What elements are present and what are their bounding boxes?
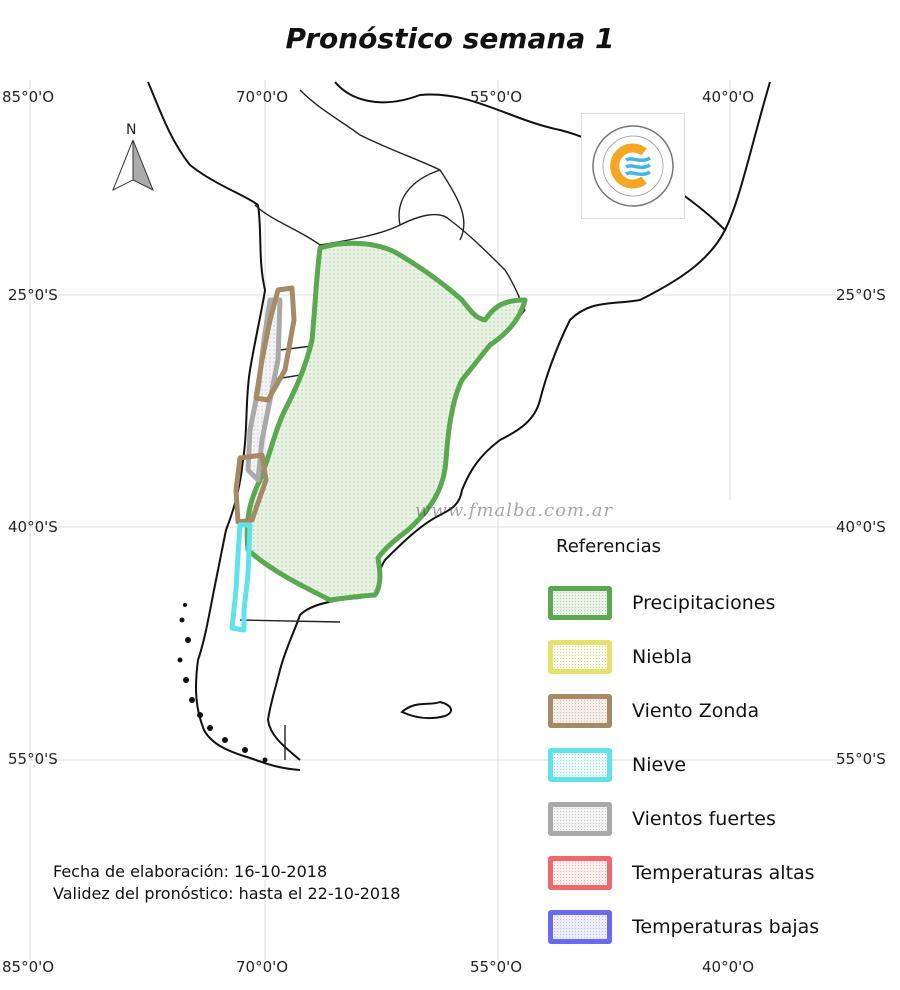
- chilean-archipelago: [177, 603, 268, 763]
- legend-label: Temperaturas bajas: [632, 916, 820, 938]
- coord-right-40: 40°0'S: [836, 518, 886, 536]
- legend-item-precipitaciones: Precipitaciones: [548, 584, 878, 624]
- legend-item-nieve: Nieve: [548, 746, 878, 786]
- precipitation-area: [244, 240, 528, 603]
- validez-pronostico: Validez del pronóstico: hasta el 22-10-2…: [53, 884, 401, 903]
- watermark: www.fmalba.com.ar: [415, 500, 614, 521]
- legend-item-viento-zonda: Viento Zonda: [548, 692, 878, 732]
- legend-item-vientos-fuertes: Vientos fuertes: [548, 800, 878, 840]
- legend-label: Vientos fuertes: [632, 808, 776, 830]
- legend-swatch: [548, 910, 612, 944]
- coord-top-85: 85°0'O: [2, 88, 55, 106]
- legend-swatch: [548, 748, 612, 782]
- coord-bottom-85: 85°0'O: [2, 958, 55, 976]
- legend-label: Precipitaciones: [632, 592, 776, 614]
- map-title: Pronóstico semana 1: [285, 22, 615, 55]
- legend-label: Niebla: [632, 646, 693, 668]
- north-arrow: [112, 139, 154, 192]
- coord-top-55: 55°0'O: [470, 88, 523, 106]
- coord-left-40: 40°0'S: [8, 518, 58, 536]
- malvinas: [400, 700, 452, 720]
- legend-item-niebla: Niebla: [548, 638, 878, 678]
- north-label: N: [126, 122, 137, 138]
- legend-item-temperaturas-bajas: Temperaturas bajas: [548, 908, 878, 948]
- snow-area: [229, 522, 253, 633]
- coord-bottom-55: 55°0'O: [470, 958, 523, 976]
- legend-item-temperaturas-altas: Temperaturas altas: [548, 854, 878, 894]
- coord-bottom-70: 70°0'O: [236, 958, 289, 976]
- legend-swatch: [548, 640, 612, 674]
- fecha-elaboracion: Fecha de elaboración: 16-10-2018: [53, 862, 328, 881]
- legend-label: Temperaturas altas: [632, 862, 815, 884]
- legend-swatch: [548, 694, 612, 728]
- coord-right-55: 55°0'S: [836, 750, 886, 768]
- smn-logo: [582, 114, 684, 218]
- coord-left-55: 55°0'S: [8, 750, 58, 768]
- coord-bottom-40: 40°0'O: [702, 958, 755, 976]
- zonda-area-north: [253, 285, 297, 403]
- coord-top-40: 40°0'O: [702, 88, 755, 106]
- legend-swatch: [548, 802, 612, 836]
- legend-swatch: [548, 856, 612, 890]
- coord-left-25: 25°0'S: [8, 286, 58, 304]
- legend-swatch: [548, 586, 612, 620]
- coord-top-70: 70°0'O: [236, 88, 289, 106]
- coord-right-25: 25°0'S: [836, 286, 886, 304]
- zonda-area-south: [233, 452, 269, 525]
- legend-title: Referencias: [552, 536, 665, 557]
- legend-label: Nieve: [632, 754, 687, 776]
- legend-label: Viento Zonda: [632, 700, 760, 722]
